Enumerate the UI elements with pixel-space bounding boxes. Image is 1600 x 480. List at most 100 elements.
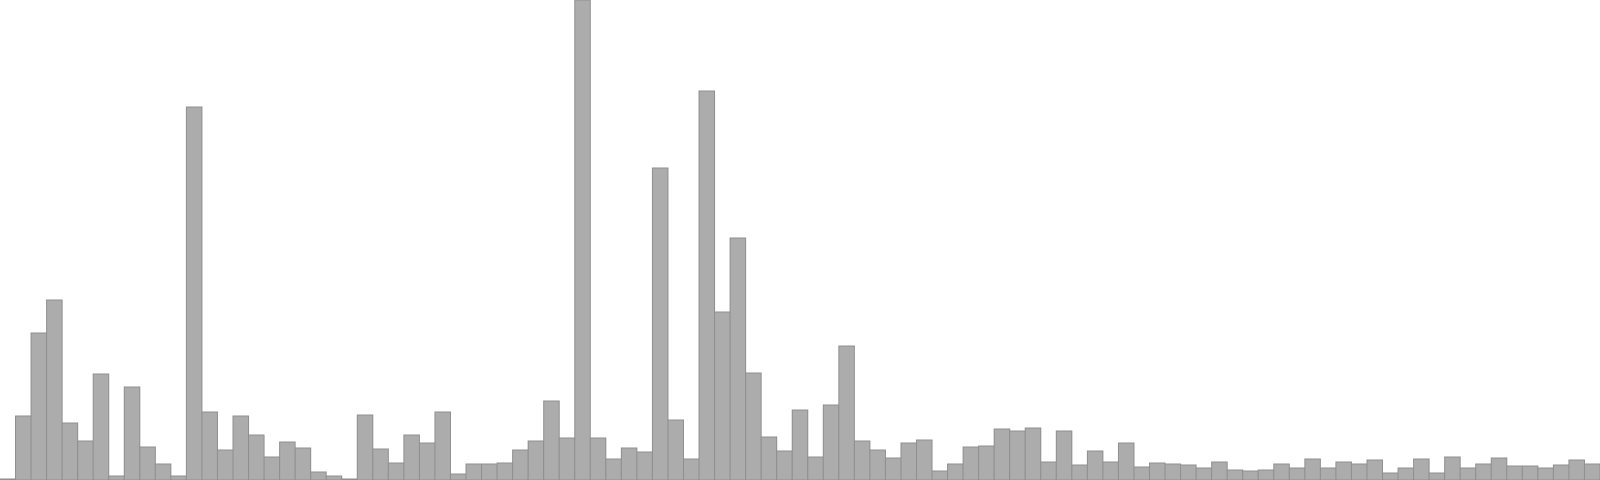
bar-39 — [589, 437, 607, 480]
bar-67 — [1024, 427, 1042, 480]
bar-53 — [807, 456, 824, 480]
bar-24 — [356, 414, 374, 480]
bar-99 — [1521, 465, 1539, 480]
bar-10 — [139, 446, 156, 480]
bar-88 — [1350, 463, 1368, 480]
bar-89 — [1366, 459, 1384, 480]
bar-33 — [496, 462, 514, 480]
bar-60 — [916, 439, 933, 480]
bar-92 — [1413, 458, 1430, 480]
bar-29 — [434, 411, 451, 480]
bar-97 — [1490, 457, 1508, 480]
bar-37 — [558, 437, 576, 480]
bar-45 — [683, 458, 700, 480]
bar-6 — [77, 440, 94, 480]
bar-42 — [636, 451, 653, 480]
bar-86 — [1319, 467, 1337, 480]
bar-16 — [232, 415, 250, 480]
bar-9 — [123, 386, 141, 480]
bar-58 — [884, 457, 902, 480]
bar-91 — [1397, 467, 1415, 480]
bar-5 — [61, 422, 79, 480]
bar-77 — [1180, 464, 1197, 480]
bar-44 — [667, 419, 684, 480]
bar-102 — [1568, 459, 1585, 480]
bar-79 — [1211, 461, 1228, 480]
bar-85 — [1304, 458, 1321, 480]
bar-34 — [512, 449, 529, 480]
bar-82 — [1257, 469, 1275, 480]
bar-51 — [776, 450, 793, 480]
bar-4 — [46, 299, 63, 480]
bar-40 — [605, 458, 622, 480]
bar-81 — [1242, 470, 1259, 480]
bar-80 — [1226, 469, 1244, 480]
bar-98 — [1506, 465, 1523, 480]
bar-14 — [201, 411, 218, 480]
bar-76 — [1164, 463, 1182, 480]
bar-21 — [310, 471, 327, 480]
bar-20 — [294, 447, 312, 480]
bar-7 — [92, 373, 110, 480]
bar-32 — [481, 463, 498, 480]
bar-17 — [248, 434, 265, 480]
bar-2 — [15, 415, 32, 480]
bar-12 — [170, 475, 187, 480]
bar-52 — [791, 409, 809, 480]
bar-71 — [1086, 450, 1104, 480]
bar-70 — [1071, 464, 1088, 480]
bar-84 — [1288, 467, 1306, 480]
bar-64 — [978, 445, 995, 480]
bar-62 — [947, 463, 964, 480]
bar-90 — [1382, 472, 1399, 480]
bar-22 — [325, 475, 343, 480]
bar-96 — [1475, 463, 1492, 480]
bar-101 — [1552, 464, 1570, 480]
bar-73 — [1117, 442, 1135, 480]
bar-28 — [418, 442, 436, 480]
bar-41 — [620, 447, 638, 480]
bar-43 — [651, 167, 669, 480]
bar-61 — [931, 470, 949, 480]
bar-38 — [574, 0, 591, 480]
bar-11 — [154, 463, 172, 480]
bar-95 — [1459, 467, 1477, 480]
bar-56 — [853, 440, 871, 480]
bar-49 — [745, 372, 762, 480]
bar-55 — [838, 345, 855, 480]
bar-8 — [108, 475, 125, 480]
bar-65 — [993, 428, 1011, 480]
bar-87 — [1335, 461, 1352, 480]
bar-68 — [1040, 461, 1057, 480]
bar-19 — [279, 441, 296, 480]
bar-27 — [403, 434, 420, 480]
bar-66 — [1009, 430, 1026, 480]
bar-26 — [387, 462, 405, 480]
bar-74 — [1133, 466, 1151, 480]
bar-36 — [543, 400, 560, 480]
bar-46 — [698, 90, 716, 480]
bar-72 — [1102, 461, 1119, 480]
bar-31 — [465, 463, 483, 480]
bar-94 — [1444, 456, 1461, 480]
bar-69 — [1055, 430, 1073, 480]
bar-100 — [1537, 467, 1554, 480]
bar-47 — [714, 311, 731, 480]
bar-13 — [185, 106, 203, 480]
bar-3 — [30, 332, 48, 480]
bar-93 — [1428, 472, 1446, 480]
bar-30 — [449, 473, 467, 480]
bar-59 — [900, 442, 917, 480]
bar-54 — [822, 404, 840, 480]
bar-50 — [760, 436, 778, 480]
bar-15 — [216, 449, 234, 480]
bar-25 — [372, 448, 389, 480]
bar-83 — [1273, 463, 1290, 480]
bar-48 — [729, 237, 747, 480]
bar-57 — [869, 449, 886, 480]
bar-18 — [263, 456, 281, 480]
bar-78 — [1195, 467, 1213, 480]
